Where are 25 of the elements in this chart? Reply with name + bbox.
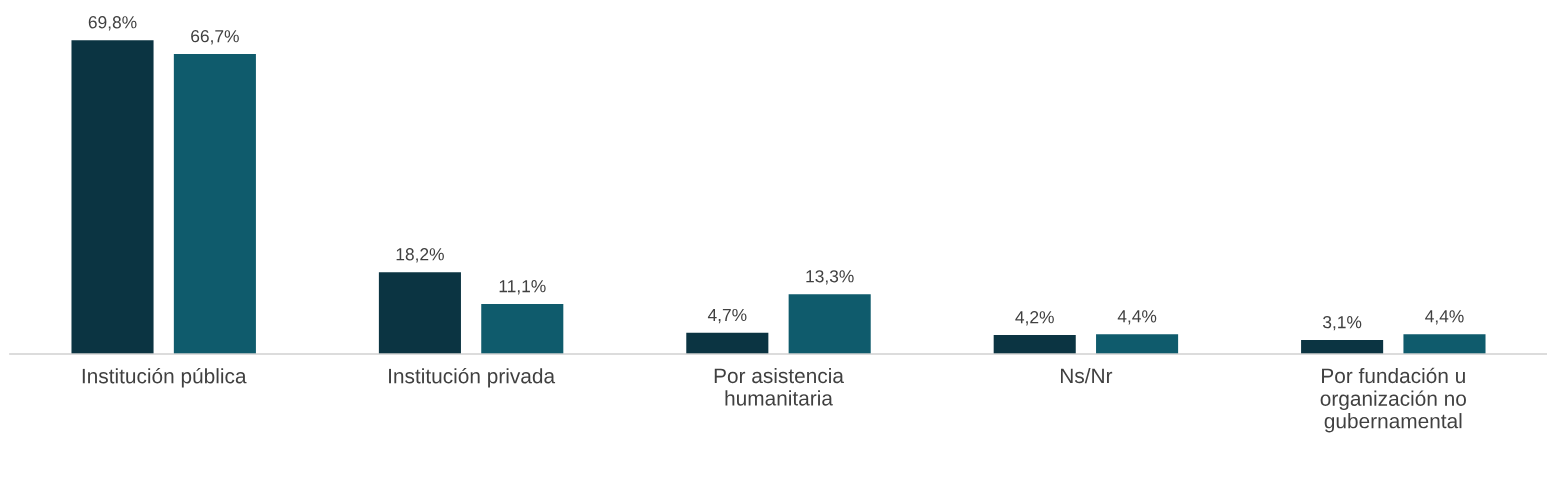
data-label: 11,1% xyxy=(499,280,546,295)
bar xyxy=(71,40,154,354)
data-label: 3,1% xyxy=(1322,316,1362,331)
x-tick-label: Ns/Nr xyxy=(1060,367,1113,384)
data-label: 4,4% xyxy=(1117,310,1157,325)
bar xyxy=(378,272,461,354)
data-label: 18,2% xyxy=(396,248,444,263)
data-label: 69,8% xyxy=(88,16,137,31)
x-tick-label: Por fundación u organización no gubernamental xyxy=(1320,367,1466,433)
data-label: 4,7% xyxy=(707,308,747,324)
data-label: 4,4% xyxy=(1425,310,1464,325)
bar xyxy=(1301,340,1384,354)
x-tick-label: Por asistencia humanitaria xyxy=(714,367,844,406)
bar xyxy=(173,54,256,354)
data-label: 66,7% xyxy=(191,30,239,45)
bar xyxy=(993,335,1076,354)
data-label: 13,3% xyxy=(806,270,854,285)
x-tick-label: Institución privada xyxy=(389,367,556,388)
bar xyxy=(1403,334,1486,354)
x-tick-label: Institución pública xyxy=(82,367,247,388)
bar xyxy=(788,294,871,354)
bar xyxy=(686,332,769,354)
data-label: 4,2% xyxy=(1015,311,1054,326)
bar xyxy=(1096,334,1179,354)
bar xyxy=(481,304,564,354)
